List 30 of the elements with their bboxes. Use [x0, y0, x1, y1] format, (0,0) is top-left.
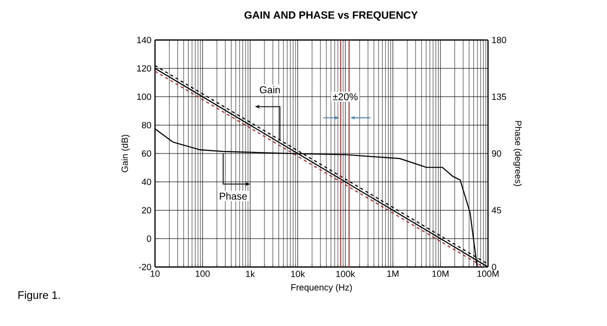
- annotation: Gain: [260, 86, 280, 94]
- annotation: ±20%: [332, 93, 358, 100]
- y-tick-label: 0: [146, 235, 152, 242]
- annotation: Phase: [220, 192, 247, 200]
- y2-tick-label: 180: [492, 36, 506, 44]
- chart-title: GAIN AND PHASE vs FREQUENCY: [244, 11, 418, 21]
- y-tick-label: -20: [138, 264, 152, 270]
- y2-tick-label: 0: [492, 264, 496, 270]
- x-axis-title: Frequency (Hz): [291, 284, 352, 292]
- y-tick-label: 100: [137, 94, 152, 100]
- x-tick-label: 100: [196, 270, 210, 277]
- y-tick-label: 120: [137, 65, 152, 72]
- y2-tick-label: 135: [492, 94, 506, 100]
- x-tick-label: 1M: [387, 270, 398, 277]
- x-tick-label: 10M: [432, 270, 448, 277]
- y2-axis-title: Phase (degrees): [513, 121, 522, 186]
- y-tick-label: 60: [142, 150, 152, 157]
- y-tick-label: 80: [142, 122, 152, 128]
- y-axis-title: Gain (dB): [121, 134, 130, 172]
- y-tick-label: 140: [137, 36, 152, 44]
- y2-tick-label: 45: [492, 207, 502, 214]
- y-tick-label: 40: [142, 178, 152, 186]
- x-tick-label: 1k: [246, 270, 255, 278]
- y2-tick-label: 90: [492, 150, 502, 157]
- y-tick-label: 20: [142, 207, 152, 214]
- x-tick-label: 10: [150, 270, 160, 277]
- x-tick-label: 10k: [291, 270, 305, 278]
- x-tick-label: 100M: [477, 270, 498, 277]
- caption: Figure 1.: [18, 290, 60, 302]
- x-tick-label: 100k: [336, 270, 356, 278]
